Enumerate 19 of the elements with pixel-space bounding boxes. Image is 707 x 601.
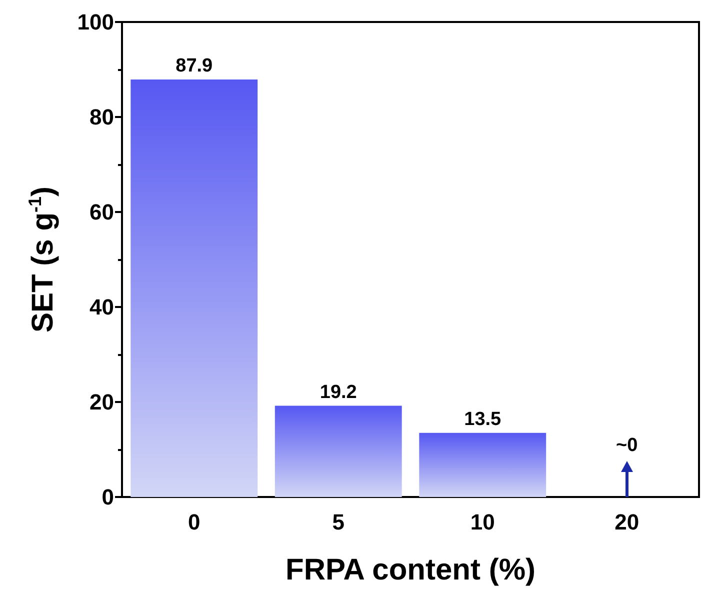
- y-tick-label: 20: [90, 390, 114, 414]
- bar: [419, 432, 546, 497]
- data-label: 19.2: [320, 382, 357, 403]
- x-tick-label: 10: [470, 510, 495, 534]
- x-axis-title: FRPA content (%): [286, 554, 536, 586]
- y-axis-title: SET (s g-1): [25, 186, 60, 333]
- data-label: ~0: [616, 435, 638, 456]
- y-tick-label: 40: [90, 294, 114, 320]
- data-label: 87.9: [176, 55, 213, 76]
- bar: [130, 79, 258, 497]
- y-tick-label: 0: [102, 484, 114, 510]
- y-tick-label: 80: [90, 104, 114, 130]
- x-tick-label: 5: [332, 510, 344, 534]
- y-tick-label: 100: [77, 10, 114, 34]
- bar: [274, 406, 402, 497]
- y-tick-label: 60: [90, 200, 114, 224]
- x-tick-label: 20: [614, 510, 640, 534]
- x-tick-label: 0: [188, 510, 200, 534]
- data-label: 13.5: [464, 408, 502, 430]
